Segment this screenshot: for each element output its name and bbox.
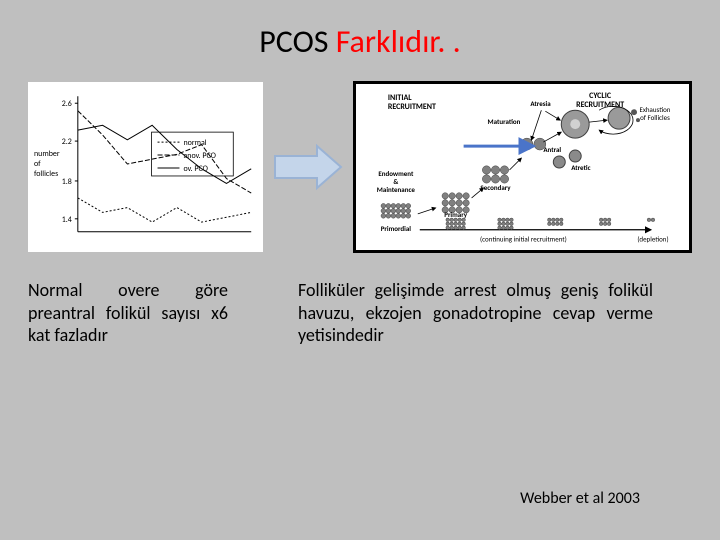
svg-text:2.6: 2.6 [62, 99, 72, 109]
citation: Webber et al 2003 [520, 489, 640, 508]
svg-text:normal: normal [183, 138, 206, 148]
timeline-clusters [446, 218, 655, 230]
label-primary: Primary [444, 210, 468, 219]
label-continuing: (continuing initial recruitment) [480, 235, 567, 244]
primordial-cluster [381, 203, 411, 218]
heading-exhaust: Exhaustionof Follicles [640, 105, 671, 122]
label-maturation: Maturation [488, 117, 521, 126]
follicle-diagram-panel: INITIALRECRUITMENT CYCLICRECRUITMENT Exh… [353, 81, 692, 253]
secondary-cluster [483, 166, 509, 183]
chart-legend: normal anov. PCO ov. PCO [152, 132, 234, 176]
ovulation-icon [608, 107, 640, 129]
captions-row: Normal overe göre preantral folikül sayı… [0, 279, 720, 347]
caption-left: Normal overe göre preantral folikül sayı… [28, 279, 228, 347]
antral-cluster [521, 138, 546, 150]
follicle-diagram: INITIALRECRUITMENT CYCLICRECRUITMENT Exh… [356, 84, 689, 250]
label-antral: Antral [544, 145, 562, 154]
y-axis-label: number of follicles [34, 149, 61, 179]
label-atresia: Atresia [531, 99, 552, 108]
label-depletion: (depletion) [637, 235, 668, 244]
title-part1: PCOS [259, 22, 335, 61]
caption-right: Folliküler gelişimde arrest olmuş geniş … [298, 279, 653, 347]
heading-initial: INITIALRECRUITMENT [388, 93, 436, 112]
y-ticks: 2.6 2.2 1.8 1.4 [62, 99, 78, 225]
svg-text:1.8: 1.8 [62, 177, 72, 187]
figures-row: 2.6 2.2 1.8 1.4 number of follicles norm… [0, 81, 720, 253]
page-title: PCOS Farklıdır. . [0, 0, 720, 61]
line-chart: 2.6 2.2 1.8 1.4 number of follicles norm… [28, 82, 263, 252]
svg-text:anov. PCO: anov. PCO [183, 151, 216, 161]
line-chart-panel: 2.6 2.2 1.8 1.4 number of follicles norm… [28, 82, 263, 252]
svg-text:1.4: 1.4 [62, 215, 72, 225]
arrow-panel [271, 142, 345, 192]
label-primordial: Primordial [381, 224, 412, 233]
svg-text:ov. PCO: ov. PCO [183, 164, 208, 174]
label-atretic: Atretic [571, 163, 590, 172]
label-endowment: Endowment&Maintenance [377, 169, 416, 194]
svg-text:2.2: 2.2 [62, 137, 72, 147]
title-part2: Farklıdır. . [336, 22, 461, 61]
arrow-icon [271, 142, 345, 192]
label-secondary: Secondary [481, 183, 512, 192]
